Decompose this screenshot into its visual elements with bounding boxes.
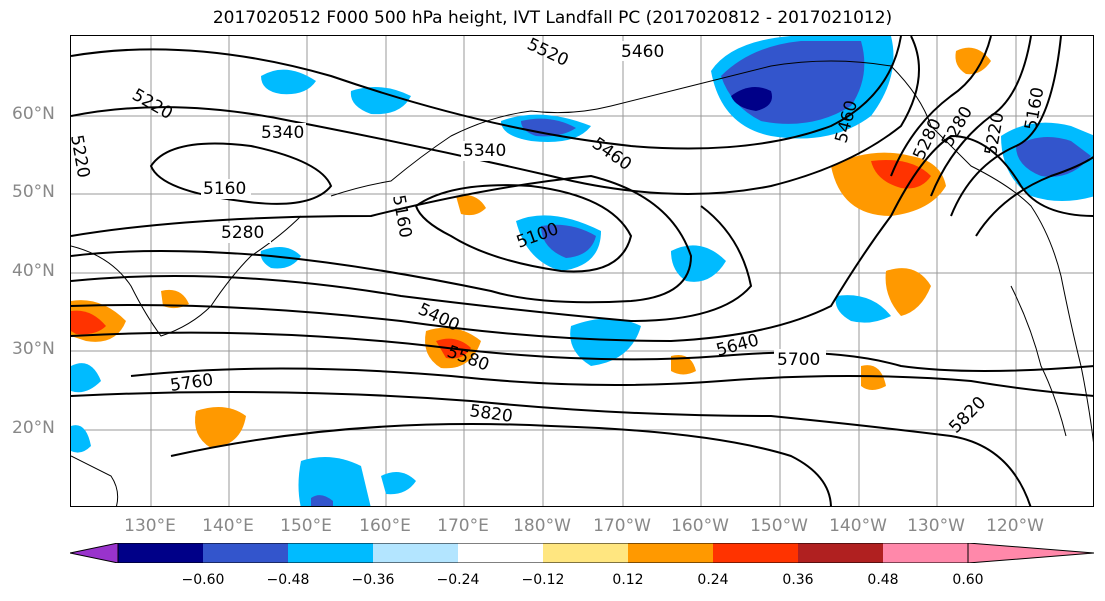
contour-label: 5340 — [463, 141, 506, 161]
colorbar-tick: 0.24 — [697, 572, 729, 588]
contour-label: 5700 — [777, 350, 820, 370]
colorbar-tick: 0.12 — [612, 572, 644, 588]
colorbar-tick: −0.36 — [351, 572, 395, 588]
lon-label-160e: 160°E — [359, 516, 411, 536]
colorbar-tick: 0.36 — [782, 572, 814, 588]
ivt-negative-shading — [71, 36, 1093, 506]
lon-label-140e: 140°E — [202, 516, 254, 536]
lon-label-150w: 150°W — [750, 516, 808, 536]
colorbar-tick: −0.12 — [521, 572, 565, 588]
lat-label-50n: 50°N — [12, 182, 55, 202]
colorbar-tick: −0.48 — [266, 572, 310, 588]
coastlines — [71, 60, 1093, 506]
colorbar-tick: −0.24 — [436, 572, 480, 588]
contour-label: 5280 — [221, 223, 264, 243]
colorbar-segment — [70, 543, 119, 563]
colorbar-segment — [798, 543, 883, 563]
contour-label: 5460 — [588, 134, 635, 175]
colorbar-segment — [628, 543, 713, 563]
map-panel: 5460 5520 5220 5340 5220 5340 5160 5460 … — [70, 35, 1094, 507]
colorbar-segment — [373, 543, 458, 563]
lon-label-140w: 140°W — [829, 516, 887, 536]
colorbar-segment — [118, 543, 203, 563]
colorbar-outline — [117, 543, 969, 563]
colorbar-segment — [288, 543, 373, 563]
lat-label-60n: 60°N — [12, 104, 55, 124]
contour-label: 5520 — [524, 36, 572, 71]
lat-label-30n: 30°N — [12, 339, 55, 359]
colorbar-segment — [543, 543, 628, 563]
colorbar-tick: −0.60 — [181, 572, 225, 588]
lon-label-170w: 170°W — [593, 516, 651, 536]
lon-label-160w: 160°W — [671, 516, 729, 536]
colorbar-segment — [458, 543, 543, 563]
ivt-positive-shading — [71, 47, 991, 448]
contour-label: 5220 — [129, 85, 176, 124]
colorbar-tick: 0.48 — [867, 572, 899, 588]
contour-label: 5640 — [714, 330, 761, 361]
lon-label-120w: 120°W — [986, 516, 1044, 536]
lon-label-170e: 170°E — [437, 516, 489, 536]
colorbar-tick: 0.60 — [952, 572, 984, 588]
lat-label-20n: 20°N — [12, 418, 55, 438]
contour-label: 5820 — [945, 393, 990, 438]
lon-label-180w: 180°W — [513, 516, 571, 536]
contour-label: 5160 — [203, 179, 246, 199]
contour-label: 5460 — [621, 42, 664, 62]
contour-label: 5340 — [261, 123, 304, 143]
lat-label-40n: 40°N — [12, 261, 55, 281]
colorbar-segment — [967, 543, 1094, 563]
contour-label: 5220 — [71, 133, 93, 179]
colorbar-segment — [713, 543, 798, 563]
lon-label-130w: 130°W — [907, 516, 965, 536]
lon-label-150e: 150°E — [280, 516, 332, 536]
colorbar-segment — [203, 543, 288, 563]
contour-label: 5160 — [388, 193, 415, 239]
map-svg: 5460 5520 5220 5340 5220 5340 5160 5460 … — [71, 36, 1093, 506]
colorbar-segment — [883, 543, 968, 563]
lon-label-130e: 130°E — [124, 516, 176, 536]
height-contours — [71, 36, 1093, 506]
map-title: 2017020512 F000 500 hPa height, IVT Land… — [212, 8, 893, 28]
colorbar — [70, 543, 1094, 563]
